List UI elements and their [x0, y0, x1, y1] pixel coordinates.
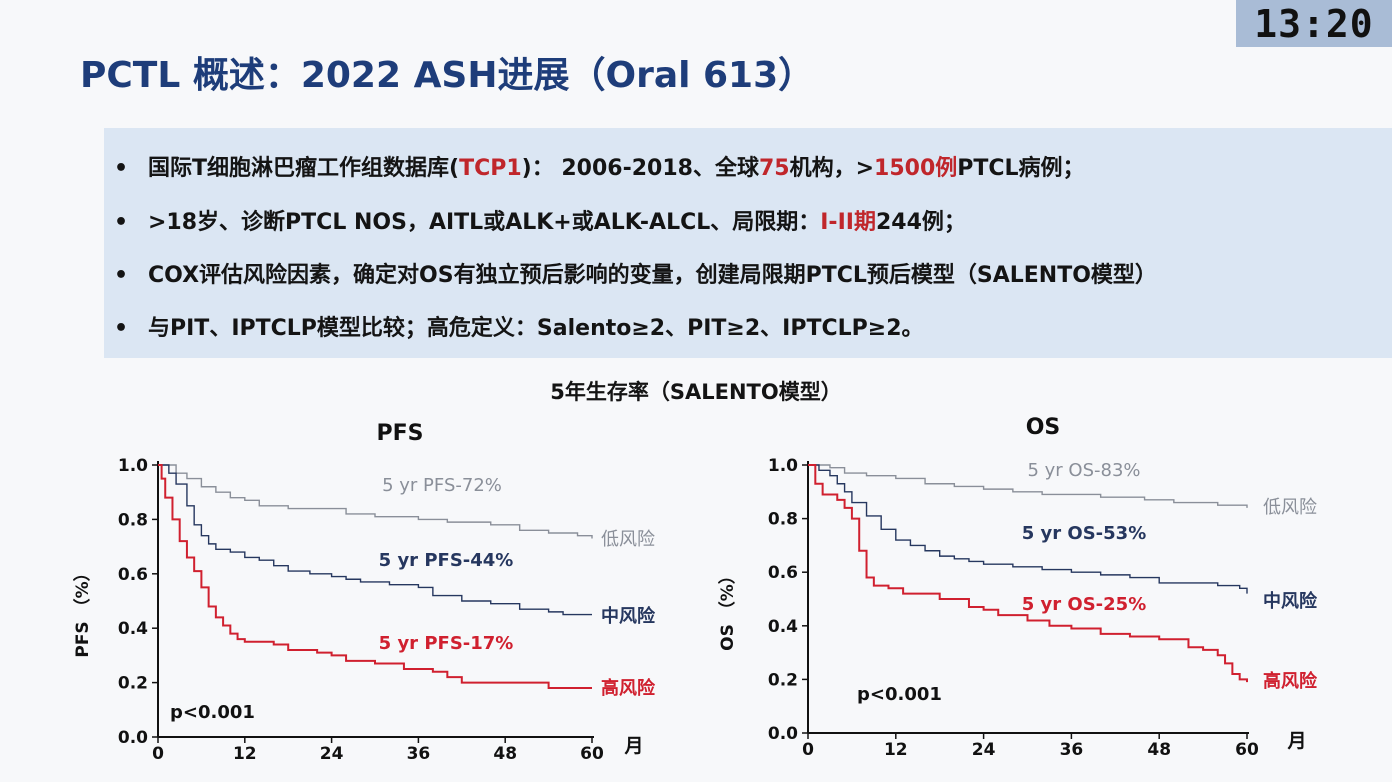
- bullet-segment: >18岁、诊断PTCL NOS，AITL或ALK+或ALK-ALCL、局限期：: [148, 210, 821, 235]
- highlight-text: 1500例: [874, 156, 958, 181]
- highlight-text: TCP1: [459, 156, 522, 181]
- survival-curve-mid: [158, 464, 592, 616]
- info-box: • 国际T细胞淋巴瘤工作组数据库(TCP1)： 2006-2018、全球75机构，…: [104, 128, 1392, 358]
- bullet-text: >18岁、诊断PTCL NOS，AITL或ALK+或ALK-ALCL、局限期：I…: [148, 210, 966, 235]
- curve-annotation: 5 yr OS-53%: [1022, 523, 1147, 544]
- curve-annotation: 5 yr PFS-44%: [379, 550, 514, 571]
- timer-display: 13:20: [1236, 0, 1392, 47]
- survival-curve-mid: [808, 464, 1248, 594]
- x-tick-label: 48: [1147, 740, 1171, 760]
- highlight-text: I-II期: [820, 210, 876, 235]
- y-tick-label: 0.0: [768, 724, 798, 744]
- y-tick-label: 0.2: [118, 674, 148, 694]
- survival-curve-low: [158, 464, 593, 539]
- x-tick-label: 60: [580, 744, 604, 764]
- bullet-dot: •: [114, 210, 129, 235]
- risk-group-label: 高风险: [1263, 670, 1318, 692]
- y-tick-label: 0.4: [768, 617, 798, 637]
- highlight-text: 75: [758, 156, 790, 181]
- x-tick-label: 12: [884, 740, 908, 760]
- x-tick-label: 12: [233, 744, 257, 764]
- bullet-segment: 244例；: [875, 210, 966, 235]
- x-tick-label: 0: [152, 744, 164, 764]
- x-tick-label: 48: [493, 744, 517, 764]
- survival-section-title: 5年生存率（SALENTO模型）: [550, 380, 842, 404]
- p-value-label: p<0.001: [170, 702, 255, 723]
- bullet-segment: )： 2006-2018、全球: [521, 156, 759, 181]
- risk-group-label: 中风险: [1263, 590, 1318, 612]
- y-tick-label: 0.2: [768, 670, 798, 690]
- y-axis-label: PFS （%）: [72, 564, 93, 657]
- bullet-text: 与PIT、IPTCLP模型比较；高危定义：Salento≥2、PIT≥2、IPT…: [148, 316, 924, 341]
- curve-annotation: 5 yr PFS-72%: [382, 475, 502, 496]
- x-tick-label: 60: [1235, 740, 1259, 760]
- bullet-dot: •: [114, 156, 129, 181]
- x-axis-label: 月: [1286, 730, 1306, 752]
- x-tick-label: 0: [802, 740, 814, 760]
- y-axis-label: OS （%）: [717, 567, 738, 651]
- bullet-segment: COX评估风险因素，确定对OS有独立预后影响的变量，创建局限期PTCL预后模型（…: [148, 263, 1157, 288]
- y-tick-label: 0.8: [118, 510, 148, 530]
- risk-group-label: 高风险: [601, 677, 656, 699]
- survival-curve-high: [808, 464, 1248, 683]
- y-tick-label: 0.6: [768, 563, 798, 583]
- bullet-item-database: • 国际T细胞淋巴瘤工作组数据库(TCP1)： 2006-2018、全球75机构，…: [114, 144, 1085, 194]
- y-tick-label: 0.8: [768, 510, 798, 530]
- curve-annotation: 5 yr PFS-17%: [379, 633, 514, 654]
- bullet-item-cox: • COX评估风险因素，确定对OS有独立预后影响的变量，创建局限期PTCL预后模型…: [114, 251, 1157, 301]
- y-tick-label: 0.0: [118, 728, 148, 748]
- bullet-dot: •: [114, 316, 129, 341]
- bullet-item-criteria: • >18岁、诊断PTCL NOS，AITL或ALK+或ALK-ALCL、局限期：…: [114, 198, 966, 248]
- chart-title: OS: [1026, 415, 1061, 440]
- x-tick-label: 36: [1060, 740, 1084, 760]
- x-tick-label: 36: [407, 744, 431, 764]
- risk-group-label: 低风险: [1263, 497, 1317, 518]
- risk-group-label: 低风险: [601, 529, 655, 550]
- bullet-segment: 与PIT、IPTCLP模型比较；高危定义：Salento≥2、PIT≥2、IPT…: [148, 316, 924, 341]
- x-tick-label: 24: [320, 744, 344, 764]
- bullet-dot: •: [114, 263, 129, 288]
- x-axis-label: 月: [623, 735, 643, 757]
- y-tick-label: 1.0: [118, 456, 148, 476]
- p-value-label: p<0.001: [857, 684, 942, 705]
- bullet-text: 国际T细胞淋巴瘤工作组数据库(TCP1)： 2006-2018、全球75机构，>…: [148, 156, 1085, 181]
- chart-title: PFS: [377, 421, 424, 446]
- curve-annotation: 5 yr OS-83%: [1027, 460, 1140, 481]
- risk-group-label: 中风险: [601, 605, 656, 627]
- bullet-segment: 国际T细胞淋巴瘤工作组数据库(: [148, 156, 460, 181]
- curve-annotation: 5 yr OS-25%: [1022, 594, 1147, 615]
- survival-curve-low: [808, 464, 1248, 508]
- y-tick-label: 0.6: [118, 565, 148, 585]
- x-tick-label: 24: [972, 740, 996, 760]
- bullet-text: COX评估风险因素，确定对OS有独立预后影响的变量，创建局限期PTCL预后模型（…: [148, 263, 1157, 288]
- bullet-segment: 机构，>: [789, 156, 875, 181]
- survival-curve-high: [158, 464, 592, 690]
- y-tick-label: 1.0: [768, 456, 798, 476]
- bullet-item-comparison: • 与PIT、IPTCLP模型比较；高危定义：Salento≥2、PIT≥2、IP…: [114, 304, 924, 354]
- slide-title: PCTL 概述：2022 ASH进展（Oral 613）: [80, 55, 815, 96]
- bullet-segment: PTCL病例；: [957, 156, 1085, 181]
- y-tick-label: 0.4: [118, 619, 148, 639]
